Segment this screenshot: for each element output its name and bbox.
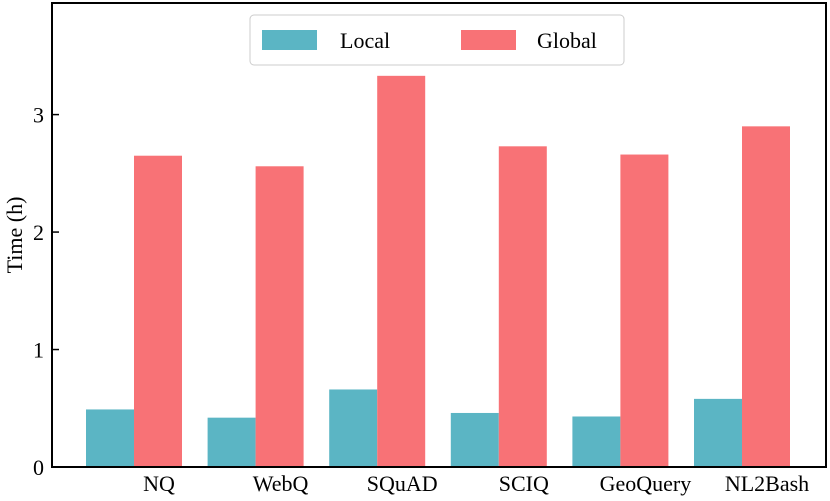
legend-swatch-global <box>461 30 516 50</box>
bar-global-sciq <box>498 146 547 467</box>
bar-global-geoquery <box>620 154 669 467</box>
x-tick-label: NL2Bash <box>725 471 809 496</box>
bar-global-webq <box>255 166 304 467</box>
y-axis-label: Time (h) <box>2 197 27 274</box>
y-tick-label: 3 <box>33 103 44 128</box>
x-tick-label: NQ <box>143 471 175 496</box>
y-tick-label: 0 <box>33 455 44 480</box>
legend: Local Global <box>249 14 625 66</box>
legend-swatch-local <box>262 30 317 50</box>
plot-area-frame <box>51 2 827 468</box>
bar-local-nl2bash <box>694 398 742 467</box>
bar-local-sciq <box>450 412 499 467</box>
bar-global-squad <box>377 75 426 467</box>
legend-label-global: Global <box>537 28 597 53</box>
bar-local-webq <box>207 417 256 467</box>
x-axis: NQ WebQ SQuAD SCIQ GeoQuery NL2Bash <box>143 471 809 496</box>
bar-global-nl2bash <box>742 126 790 468</box>
bar-global-nq <box>134 155 182 467</box>
bar-local-squad <box>329 389 378 467</box>
bars-group <box>86 75 790 468</box>
y-tick-label: 1 <box>33 338 44 363</box>
bar-local-nq <box>86 409 134 467</box>
bar-local-geoquery <box>572 416 621 467</box>
x-tick-label: SCIQ <box>499 471 549 496</box>
x-tick-label: SQuAD <box>367 471 438 496</box>
y-tick-label: 2 <box>33 220 44 245</box>
x-tick-label: GeoQuery <box>600 471 692 496</box>
legend-box <box>249 14 625 66</box>
x-tick-label: WebQ <box>253 471 309 496</box>
y-axis: 0 1 2 3 <box>33 103 59 480</box>
legend-label-local: Local <box>340 28 390 53</box>
